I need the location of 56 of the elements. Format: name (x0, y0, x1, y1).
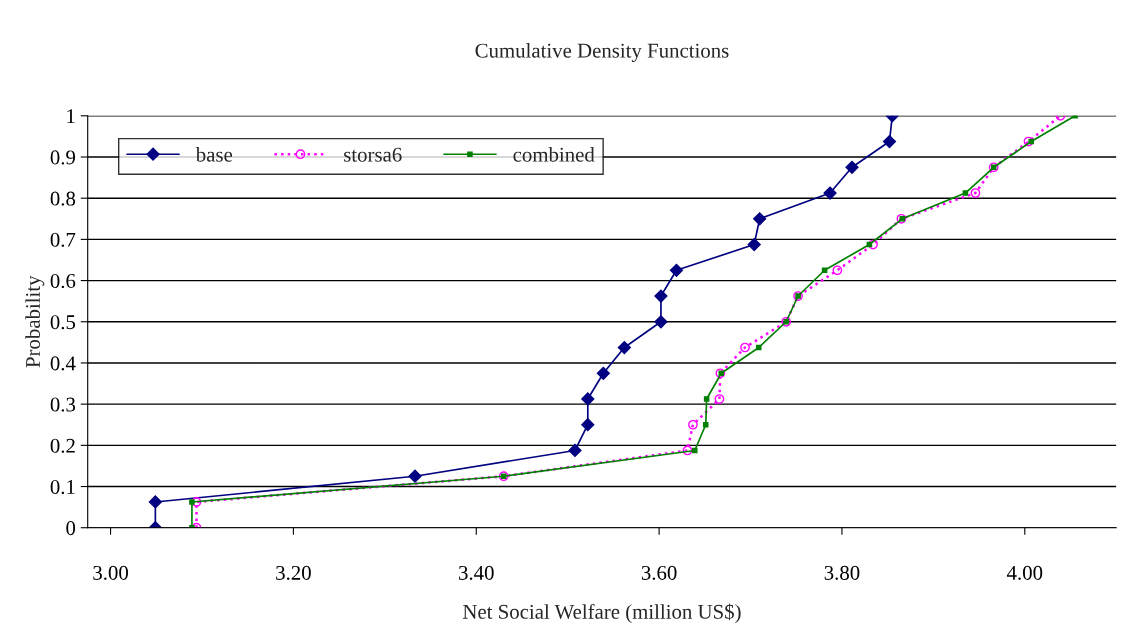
y-tick-label: 0.3 (50, 397, 76, 412)
y-tick-label: 0.1 (50, 479, 75, 495)
point (189, 499, 195, 505)
x-tick-label: 3.20 (276, 565, 311, 580)
point (191, 497, 202, 507)
y-tick-label: 0.9 (50, 150, 76, 165)
point (148, 495, 162, 509)
x-tick-label: 3.60 (641, 565, 677, 580)
point (596, 366, 610, 380)
point (568, 443, 582, 458)
chart-title: Cumulative Density Functions (475, 43, 729, 62)
y-tick-label: 0.4 (50, 356, 76, 371)
y-tick-label: 0.5 (50, 315, 76, 330)
point (962, 190, 969, 196)
y-tick-label: 0.2 (50, 438, 75, 453)
point (755, 344, 762, 351)
y-axis-title: Probability (25, 275, 45, 368)
x-axis-title: Net Social Welfare (million US$) (462, 603, 741, 624)
point (1072, 115, 1078, 119)
legend-label: base (195, 147, 233, 162)
point (581, 418, 595, 432)
x-tick-label: 3.80 (824, 565, 860, 580)
point (1023, 136, 1034, 147)
legend-label: storsa6 (344, 147, 402, 162)
point (970, 188, 981, 198)
x-tick-label: 4.00 (1006, 565, 1043, 580)
point (740, 342, 750, 353)
x-tick-label: 3.00 (93, 565, 128, 580)
point (882, 134, 897, 149)
point (669, 263, 684, 277)
y-tick-label: 1 (67, 109, 75, 124)
point (714, 394, 725, 404)
point (408, 469, 422, 483)
point (747, 237, 761, 252)
point (1028, 138, 1034, 145)
y-tick-label: 0.7 (50, 232, 76, 247)
point (691, 447, 698, 454)
legend-label: combined (513, 147, 595, 162)
point (688, 419, 698, 430)
y-tick-label: 0.8 (50, 191, 76, 206)
point (821, 267, 828, 274)
point (823, 186, 837, 200)
point (702, 421, 709, 428)
point (832, 265, 843, 276)
point (682, 445, 693, 456)
point (654, 315, 668, 329)
point (654, 289, 668, 303)
point (617, 340, 631, 355)
x-tick-label: 3.40 (459, 565, 494, 580)
point (581, 392, 595, 406)
point (845, 160, 859, 174)
point (868, 239, 878, 250)
point (753, 212, 767, 226)
y-tick-label: 0.6 (50, 273, 76, 289)
y-tick-label: 0 (66, 521, 76, 536)
point (703, 396, 710, 402)
